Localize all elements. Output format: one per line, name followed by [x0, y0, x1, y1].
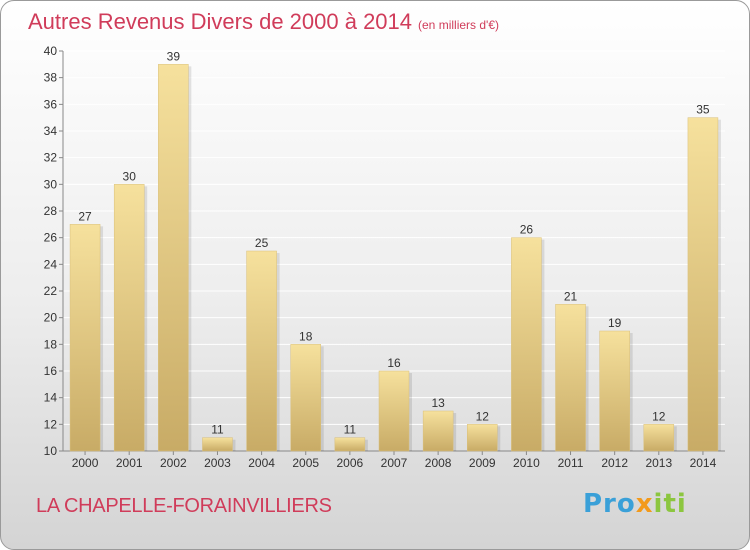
data-label: 11	[211, 423, 224, 437]
data-label: 27	[78, 209, 92, 223]
x-tick-label: 2005	[292, 456, 319, 470]
x-tick-label: 2002	[160, 456, 187, 470]
y-tick-label: 32	[44, 151, 58, 165]
bar	[334, 437, 366, 452]
x-tick-label: 2003	[204, 456, 231, 470]
x-tick-label: 2014	[690, 456, 717, 470]
y-tick-label: 14	[44, 391, 58, 405]
y-tick-label: 36	[44, 97, 58, 111]
y-tick-label: 16	[44, 364, 58, 378]
data-label: 26	[520, 223, 534, 237]
label-layer: 10 12 14 16 18 20 22 24 26 28 30 32 34 36 38 40 27 2000 30…	[44, 44, 717, 470]
chart-subtitle: (en milliers d'€)	[418, 18, 499, 32]
data-label: 13	[431, 396, 445, 410]
x-tick-label: 2011	[558, 456, 584, 470]
y-tick-label: 26	[44, 231, 58, 245]
x-tick-label: 2007	[381, 456, 408, 470]
y-tick-label: 18	[44, 337, 58, 351]
logo-part-2: x	[635, 489, 654, 519]
y-tick-label: 34	[44, 124, 58, 138]
x-tick-label: 2006	[337, 456, 364, 470]
data-label: 25	[255, 236, 269, 250]
bar	[599, 330, 630, 452]
data-label: 30	[123, 169, 137, 183]
x-tick-label: 2001	[116, 456, 143, 470]
bar	[643, 424, 675, 452]
data-label: 12	[476, 409, 490, 423]
x-tick-label: 2013	[645, 456, 672, 470]
bar	[113, 184, 145, 452]
location-label: LA CHAPELLE-FORAINVILLIERS	[36, 495, 332, 517]
y-tick-label: 28	[44, 204, 58, 218]
data-label: 11	[344, 423, 357, 437]
data-label: 19	[608, 316, 622, 330]
x-tick-label: 2000	[72, 456, 99, 470]
data-label: 35	[696, 103, 710, 117]
data-label: 39	[167, 49, 181, 63]
x-tick-label: 2012	[601, 456, 628, 470]
bar	[687, 117, 719, 452]
y-tick-label: 40	[44, 44, 58, 58]
bar	[422, 410, 454, 452]
x-tick-label: 2008	[425, 456, 452, 470]
logo-part-1: Pro	[583, 489, 636, 519]
bar	[202, 437, 233, 452]
y-tick-label: 24	[44, 257, 58, 271]
data-label: 18	[299, 329, 313, 343]
x-tick-label: 2009	[469, 456, 496, 470]
chart-title: Autres Revenus Divers de 2000 à 2014 (en …	[28, 9, 499, 35]
bar	[69, 224, 101, 452]
bar	[467, 424, 498, 452]
data-label: 16	[387, 356, 401, 370]
bar	[378, 370, 410, 452]
x-tick-label: 2010	[513, 456, 540, 470]
bar	[555, 304, 586, 452]
data-label: 12	[652, 409, 666, 423]
bar	[290, 344, 321, 452]
bar	[246, 250, 277, 452]
y-tick-label: 38	[44, 71, 58, 85]
chart-title-text: Autres Revenus Divers de 2000 à 2014	[28, 9, 413, 34]
y-tick-label: 20	[44, 311, 58, 325]
y-tick-label: 22	[44, 284, 58, 298]
proxiti-logo: Proxiti	[583, 489, 687, 519]
y-tick-label: 10	[44, 444, 58, 458]
x-tick-label: 2004	[248, 456, 275, 470]
logo-part-3: iti	[653, 489, 687, 519]
y-tick-label: 30	[44, 177, 58, 191]
bar-layer	[69, 64, 721, 452]
y-tick-label: 12	[44, 417, 58, 431]
data-label: 21	[564, 289, 578, 303]
bar	[511, 237, 542, 452]
bar	[158, 64, 189, 452]
